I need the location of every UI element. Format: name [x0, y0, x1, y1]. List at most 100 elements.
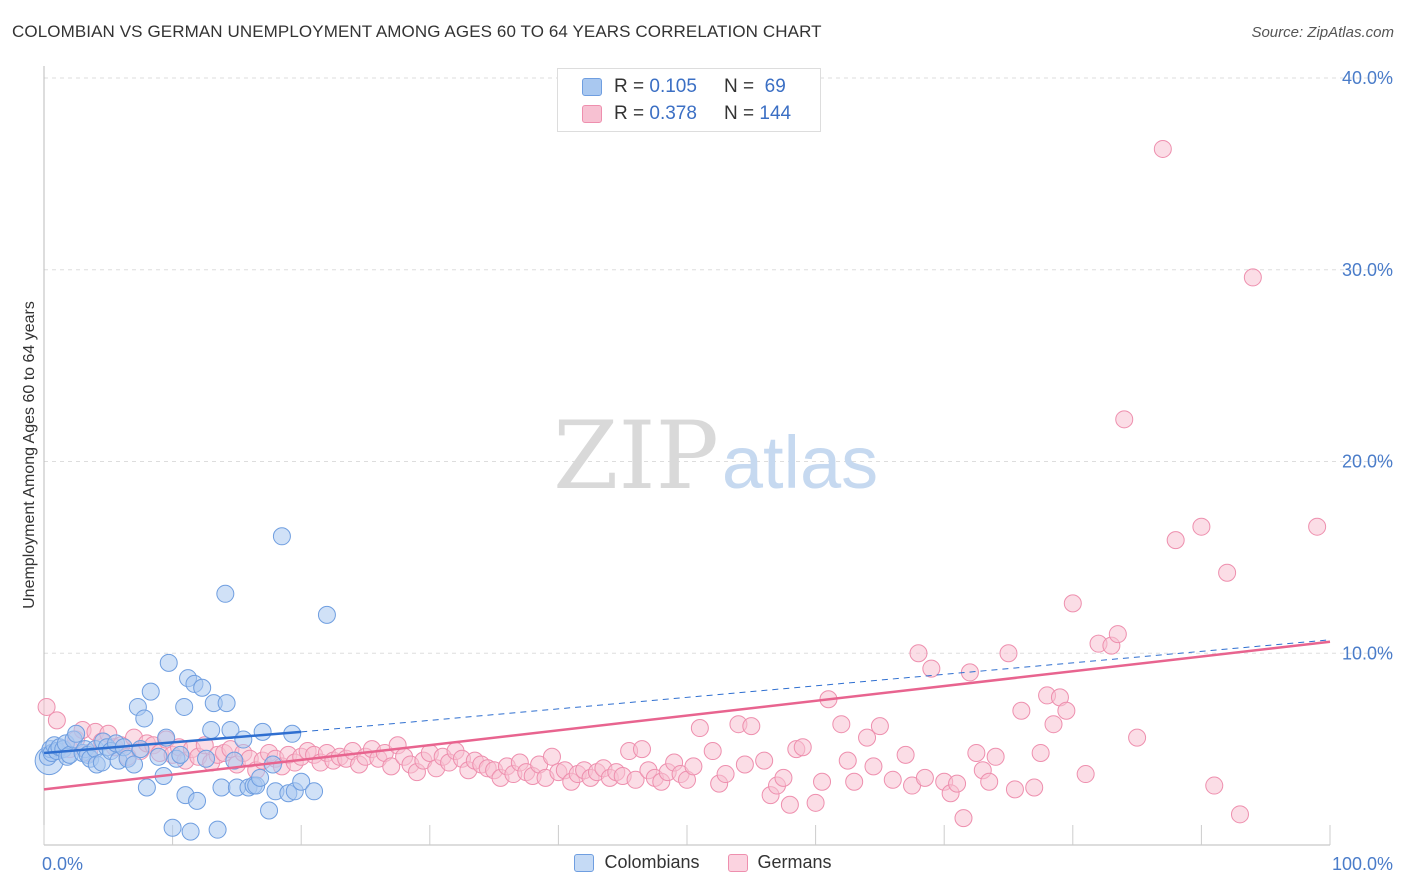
watermark-atlas: atlas [722, 421, 878, 504]
legend-row-colombians: R = 0.105 N = 69 [582, 74, 786, 100]
german-point [716, 765, 735, 784]
german-point [1192, 517, 1211, 536]
colombians-points [34, 527, 336, 841]
german-point [1230, 805, 1249, 824]
y-tick-label: 10.0% [1342, 643, 1393, 663]
german-point [1063, 594, 1082, 613]
source-label: Source: ZipAtlas.com [1251, 24, 1394, 41]
german-point [967, 743, 986, 762]
german-point [864, 757, 883, 776]
tick-labels: 10.0% 20.0% 30.0% 40.0% 0.0% 100.0% [42, 68, 1393, 874]
german-point [838, 751, 857, 770]
colombian-point [159, 653, 178, 672]
colombian-point [234, 730, 253, 749]
colombians-legend-swatch [574, 853, 595, 872]
german-point [915, 768, 934, 787]
german-point [684, 757, 703, 776]
german-point [632, 740, 651, 759]
german-point [1025, 778, 1044, 797]
gridlines [44, 77, 1392, 654]
colombian-point [188, 791, 207, 810]
german-point [793, 738, 812, 757]
colombian-point [135, 709, 154, 728]
colombian-point [216, 584, 235, 603]
colombian-point [131, 740, 150, 759]
german-point [382, 757, 401, 776]
german-point [954, 809, 973, 828]
legend-item-germans[interactable]: Germans [727, 852, 832, 873]
german-point [883, 770, 902, 789]
colombian-point [125, 755, 144, 774]
germans-swatch [582, 105, 602, 123]
legend-r-value: 0.105 [649, 76, 697, 97]
legend-r: R = 0.378 [614, 103, 697, 124]
colombian-point [305, 782, 324, 801]
y-tick-label: 30.0% [1342, 260, 1393, 280]
german-point [870, 717, 889, 736]
legend-label-germans: Germans [757, 852, 832, 872]
colombians-trend-extension [301, 639, 1331, 733]
colombian-point [181, 822, 200, 841]
german-point [1153, 139, 1172, 158]
watermark: ZIP atlas [553, 402, 878, 511]
german-point [1128, 728, 1147, 747]
german-point [780, 795, 799, 814]
german-point [735, 755, 754, 774]
y-tick-label: 20.0% [1342, 452, 1393, 472]
german-point [37, 697, 56, 716]
colombian-point [225, 751, 244, 770]
german-point [690, 719, 709, 738]
watermark-zip: ZIP [553, 402, 719, 511]
german-point [1012, 701, 1031, 720]
legend-n-value: 69 [759, 76, 786, 97]
colombian-point [217, 694, 236, 713]
y-tick-label: 40.0% [1342, 68, 1393, 88]
colombian-point [212, 778, 231, 797]
colombian-point [260, 801, 279, 820]
colombian-point [251, 768, 270, 787]
colombians-swatch [582, 78, 602, 96]
colombian-point [67, 724, 86, 743]
colombian-point [175, 697, 194, 716]
german-point [703, 742, 722, 761]
legend-row-germans: R = 0.378 N = 144 [582, 101, 791, 127]
stats-legend: R = 0.105 N = 69 R = 0.378 N = 144 [557, 68, 821, 132]
german-point [858, 728, 877, 747]
legend-n: N = 69 [724, 76, 786, 97]
german-point [1005, 780, 1024, 799]
germans-legend-swatch [727, 853, 748, 872]
colombian-point [253, 722, 272, 741]
colombian-point [272, 527, 291, 546]
german-point [742, 717, 761, 736]
german-point [1044, 715, 1063, 734]
x-tick-label: 0.0% [42, 854, 83, 874]
colombian-point [202, 720, 221, 739]
german-point [1205, 776, 1224, 795]
colombian-point [193, 678, 212, 697]
german-point [922, 659, 941, 678]
german-point [755, 751, 774, 770]
series-legend: Colombians Germans [0, 852, 1406, 873]
colombian-point [317, 605, 336, 624]
colombians-trend-line [43, 730, 302, 755]
german-point [626, 770, 645, 789]
colombian-point [163, 818, 182, 837]
german-point [1076, 765, 1095, 784]
german-point [980, 772, 999, 791]
legend-r: R = 0.105 [614, 76, 697, 97]
german-point [806, 793, 825, 812]
german-point [813, 772, 832, 791]
german-point [1308, 517, 1327, 536]
german-point [47, 711, 66, 730]
german-point [845, 772, 864, 791]
german-point [1166, 531, 1185, 550]
chart-title: COLOMBIAN VS GERMAN UNEMPLOYMENT AMONG A… [12, 22, 822, 41]
legend-label-colombians: Colombians [604, 852, 700, 872]
legend-r-value: 0.378 [649, 103, 697, 124]
german-point [542, 747, 561, 766]
german-point [986, 747, 1005, 766]
colombian-point [197, 749, 216, 768]
german-point [832, 715, 851, 734]
legend-item-colombians[interactable]: Colombians [574, 852, 700, 873]
